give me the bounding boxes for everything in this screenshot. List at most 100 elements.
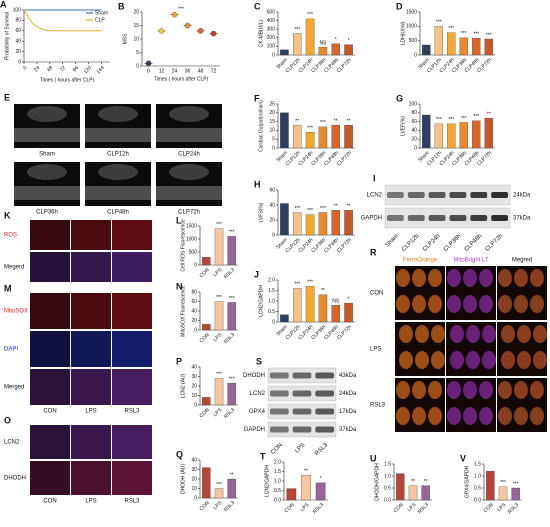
col-label: CON — [43, 409, 56, 415]
cell — [530, 269, 544, 287]
y-axis-label: Cardiac Output(ml/min) — [258, 100, 264, 152]
significance: ** — [295, 118, 299, 124]
significance: *** — [473, 32, 479, 38]
bar — [459, 122, 468, 149]
x-tick-label: 48 — [198, 68, 204, 74]
echo-sector — [98, 106, 138, 122]
lane-label: LPS — [294, 442, 306, 454]
y-tick-label: 0 — [272, 232, 275, 238]
y-tick-label: 0.0 — [474, 497, 481, 503]
band — [292, 408, 312, 415]
y-tick-label: 0 — [194, 402, 197, 408]
col-label: LPS — [85, 409, 96, 415]
bar — [331, 210, 341, 236]
y-tick-label: 0 — [194, 262, 197, 268]
micrograph — [30, 461, 70, 495]
y-axis-label: MSS — [122, 33, 128, 45]
panel-letter: U — [370, 453, 377, 463]
panel-letter: F — [254, 93, 260, 103]
y-axis-label: DHODH (AU) — [180, 464, 186, 494]
y-tick-label: 40 — [191, 457, 197, 463]
cell — [482, 325, 496, 343]
cell — [530, 295, 544, 313]
micrograph-signal — [30, 369, 70, 405]
col-label: CON — [43, 499, 56, 505]
lane-label: CLP24h — [422, 233, 442, 253]
micrograph-signal — [71, 425, 111, 459]
y-tick-label: 20 — [269, 110, 275, 116]
band — [387, 215, 404, 221]
y-tick-label: 1.5 — [474, 461, 481, 467]
y-tick-label: 0.5 — [268, 309, 275, 315]
bar — [486, 471, 495, 501]
bar — [484, 117, 493, 149]
echo-sector — [169, 106, 209, 122]
cell — [466, 351, 480, 369]
panel-letter: J — [254, 269, 259, 279]
bar — [305, 286, 315, 323]
cell — [463, 407, 477, 425]
bar — [292, 212, 302, 236]
cell — [514, 269, 528, 287]
y-tick-label: 1.0 — [268, 298, 275, 304]
x-tick-label: CLP72h — [336, 150, 353, 167]
y-axis-label: MitoSOX Fluorescence — [180, 285, 186, 337]
cell — [482, 351, 496, 369]
bar — [318, 126, 328, 149]
micrograph-signal — [71, 461, 111, 495]
micrograph-signal — [112, 252, 152, 282]
x-tick-label: 120 — [83, 65, 93, 75]
cell — [428, 381, 442, 399]
y-tick-label: 15 — [269, 119, 275, 125]
x-tick-label: RSL3 — [223, 332, 236, 345]
bar — [344, 210, 353, 236]
cell — [412, 295, 426, 313]
cell — [530, 407, 544, 425]
x-axis-label: Times ( hours after CLP) — [40, 77, 95, 83]
panel-letter: A — [0, 0, 7, 9]
cell — [447, 407, 461, 425]
significance: ** — [487, 111, 491, 117]
bar — [286, 488, 297, 501]
x-tick-label: 72 — [211, 68, 217, 74]
y-tick-label: 0.5 — [274, 488, 281, 494]
significance: *** — [229, 376, 235, 382]
dot — [171, 11, 178, 18]
significance: ** — [334, 204, 338, 210]
y-tick-label: 60 — [191, 299, 197, 305]
row-label: LCN2 — [4, 440, 20, 446]
cell — [501, 351, 515, 369]
significance: *** — [307, 208, 313, 214]
x-tick-label: CON — [199, 267, 211, 279]
echo-trace — [156, 128, 222, 142]
cell — [514, 381, 528, 399]
significance: *** — [216, 372, 222, 378]
blot-strip — [384, 207, 511, 229]
x-tick-label: 72 — [59, 65, 67, 73]
x-tick-label: RSL3 — [417, 502, 430, 515]
lane-label: CLP48h — [464, 233, 484, 253]
bar — [305, 132, 315, 149]
cell — [415, 325, 429, 343]
x-tick-label: LPS — [212, 332, 223, 343]
cell — [450, 351, 464, 369]
y-tick-label: 60 — [269, 187, 275, 193]
lane-label: CON — [270, 442, 284, 456]
y-tick-label: 20 — [191, 318, 197, 324]
bar — [344, 44, 353, 56]
cell — [447, 295, 461, 313]
bar — [292, 288, 302, 323]
significance: *** — [307, 280, 313, 286]
significance: ** — [304, 469, 308, 475]
cell — [431, 351, 445, 369]
x-tick-label: LPS — [212, 267, 223, 278]
significance: *** — [216, 222, 222, 228]
significance: *** — [436, 20, 442, 26]
micrograph-signal — [30, 461, 70, 495]
significance: *** — [436, 117, 442, 123]
bar — [331, 43, 341, 56]
lane-label: CLP72h — [485, 233, 505, 253]
survival-line — [23, 9, 102, 32]
micrograph-signal — [112, 293, 152, 329]
